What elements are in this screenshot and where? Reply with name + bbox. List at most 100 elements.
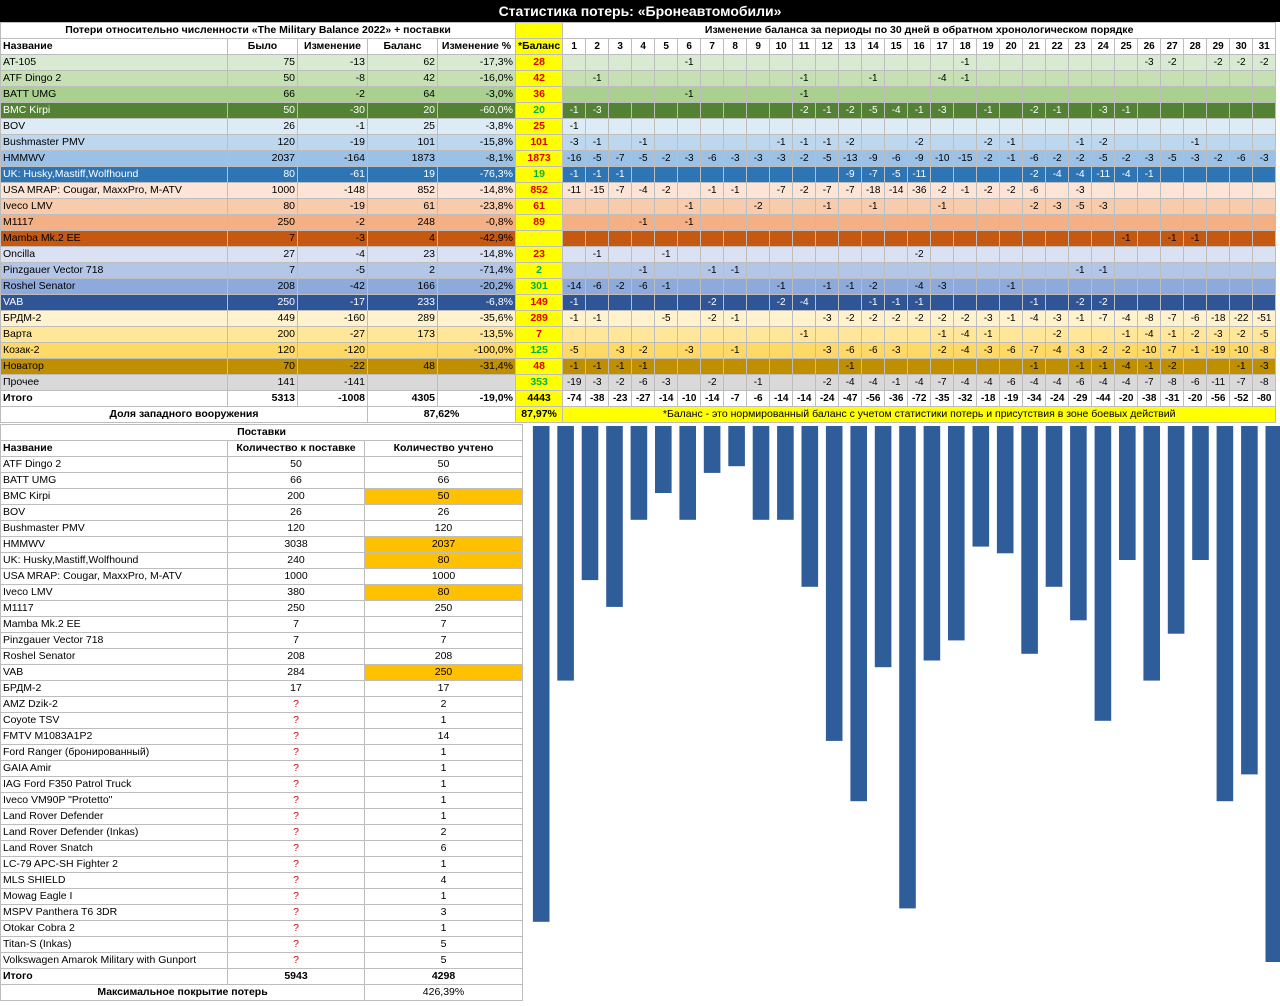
cell-period <box>999 358 1024 375</box>
cell-period <box>976 230 1001 247</box>
cell-period: -2 <box>1045 150 1070 167</box>
cell-period: -4 <box>976 374 1001 391</box>
cell-period: -1 <box>884 374 909 391</box>
cell-period: -1 <box>1068 134 1093 151</box>
cell-period <box>585 214 610 231</box>
cell-chg: -3 <box>297 230 368 247</box>
supply-counted: 17 <box>364 680 523 697</box>
cell-period <box>792 278 817 295</box>
cell-period <box>723 166 748 183</box>
cell-period <box>815 70 840 87</box>
cell-period <box>700 278 725 295</box>
cell-period <box>654 342 679 359</box>
period-header: 9 <box>746 38 771 55</box>
cell-was: 449 <box>227 310 298 327</box>
cell-chg: -8 <box>297 70 368 87</box>
cell-period <box>746 102 771 119</box>
cell-chg: -61 <box>297 166 368 183</box>
total-period: -20 <box>1183 390 1208 407</box>
cell-period <box>1252 262 1277 279</box>
cell-period <box>723 246 748 263</box>
cell-period <box>585 230 610 247</box>
cell-period <box>1045 230 1070 247</box>
period-header: 28 <box>1183 38 1208 55</box>
period-header: 23 <box>1068 38 1093 55</box>
cell-period <box>769 118 794 135</box>
cell-period <box>654 326 679 343</box>
cell-period: -14 <box>884 182 909 199</box>
cell-period <box>999 214 1024 231</box>
total-period: -56 <box>1206 390 1231 407</box>
cell-period <box>1114 54 1139 71</box>
supply-counted: 80 <box>364 552 523 569</box>
supply-name: Pinzgauer Vector 718 <box>0 632 228 649</box>
cell-period <box>999 294 1024 311</box>
cell-period: -2 <box>815 374 840 391</box>
cell-bal <box>367 342 438 359</box>
supply-name: Roshel Senator <box>0 648 228 665</box>
cell-period <box>677 278 702 295</box>
table-row: Pinzgauer Vector 718 7 -5 2 -71,4% 2 -1 -1 -1 -1-… <box>0 262 1277 279</box>
cell-period <box>700 198 725 215</box>
cell-period: -9 <box>838 166 863 183</box>
cell-period <box>631 246 656 263</box>
cell-pct: -100,0% <box>437 342 516 359</box>
cell-bal: 61 <box>367 198 438 215</box>
cell-period: -1 <box>631 214 656 231</box>
cell-period <box>999 262 1024 279</box>
cell-period: -2 <box>1252 54 1277 71</box>
cell-period: -4 <box>1114 358 1139 375</box>
list-item: Land Rover Defender? 1 <box>0 808 523 825</box>
bar <box>1167 426 1185 634</box>
cell-name: BMC Kirpi <box>0 102 228 119</box>
supply-counted: 1 <box>364 776 523 793</box>
cell-period: -1 <box>953 70 978 87</box>
cell-period: -2 <box>654 150 679 167</box>
cell-period <box>700 86 725 103</box>
cell-period <box>884 70 909 87</box>
cell-period <box>1045 214 1070 231</box>
cell-period: -1 <box>838 278 863 295</box>
cell-period: -1 <box>1068 310 1093 327</box>
table-row: Roshel Senator 208 -42 166 -20,2% 301 -14 -6 -2-… <box>0 278 1277 295</box>
cell-period: -1 <box>677 214 702 231</box>
cell-bal: 48 <box>367 358 438 375</box>
cell-period: -15 <box>585 182 610 199</box>
cell-period <box>884 230 909 247</box>
cell-bal: 2 <box>367 262 438 279</box>
cell-period <box>1045 262 1070 279</box>
cell-period: -1 <box>953 182 978 199</box>
cell-period <box>953 118 978 135</box>
bar <box>630 426 648 520</box>
supply-counted: 50 <box>364 456 523 473</box>
cell-period <box>907 326 932 343</box>
cell-period <box>562 70 587 87</box>
cell-period: -1 <box>631 358 656 375</box>
cell-period: -2 <box>1206 54 1231 71</box>
cell-period <box>1183 118 1208 135</box>
cell-period: -6 <box>1068 374 1093 391</box>
cell-period: -1 <box>861 198 886 215</box>
supply-counted: 120 <box>364 520 523 537</box>
cell-period <box>1229 86 1254 103</box>
cell-period <box>1252 246 1277 263</box>
cell-period <box>930 166 955 183</box>
cell-period: -2 <box>792 182 817 199</box>
supply-counted: 250 <box>364 600 523 617</box>
cell-period: -1 <box>884 294 909 311</box>
cell-period: -13 <box>838 150 863 167</box>
list-item: MLS SHIELD? 4 <box>0 872 523 889</box>
cell-period: -1 <box>999 150 1024 167</box>
cell-name: Oncilla <box>0 246 228 263</box>
cell-period <box>884 86 909 103</box>
bar <box>1265 426 1280 962</box>
supply-name: Iveco VM90P "Protetto" <box>0 792 228 809</box>
cell-period: -2 <box>769 294 794 311</box>
cell-was: 120 <box>227 342 298 359</box>
cell-period <box>1114 118 1139 135</box>
cell-period: -4 <box>1114 166 1139 183</box>
total-period: -14 <box>700 390 725 407</box>
cell-period: -6 <box>999 374 1024 391</box>
cell-period: -1 <box>999 134 1024 151</box>
cell-period: -1 <box>953 54 978 71</box>
